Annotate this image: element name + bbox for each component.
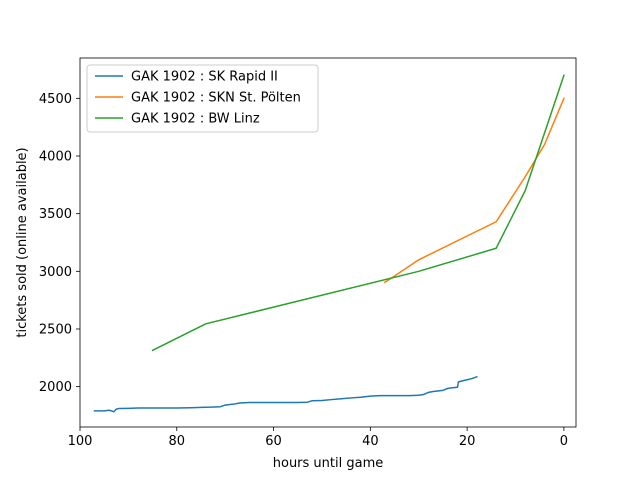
y-tick-label: 2000 bbox=[39, 380, 72, 395]
x-tick-label: 80 bbox=[169, 434, 186, 449]
x-axis-label: hours until game bbox=[273, 456, 384, 471]
series-line-2 bbox=[383, 97, 565, 284]
y-tick-label: 3500 bbox=[39, 207, 72, 222]
series-line-3 bbox=[151, 74, 565, 352]
series-line-1 bbox=[93, 375, 478, 413]
series-layer bbox=[93, 74, 565, 413]
plot-frame bbox=[79, 57, 577, 428]
y-tick-label: 3000 bbox=[39, 265, 72, 280]
x-tick-label: 100 bbox=[68, 434, 93, 449]
y-tick-label: 2500 bbox=[39, 322, 72, 337]
legend-label-3: GAK 1902 : BW Linz bbox=[131, 112, 260, 127]
y-axis-label: tickets sold (online available) bbox=[15, 147, 30, 337]
x-axis: 100 80 60 40 20 0 bbox=[68, 427, 568, 449]
legend-box bbox=[86, 64, 319, 133]
y-tick-label: 4000 bbox=[39, 150, 72, 165]
legend: GAK 1902 : SK Rapid II GAK 1902 : SKN St.… bbox=[86, 64, 319, 133]
y-tick-label: 4500 bbox=[39, 92, 72, 107]
legend-label-1: GAK 1902 : SK Rapid II bbox=[131, 70, 278, 85]
x-tick-label: 20 bbox=[459, 434, 476, 449]
x-tick-label: 0 bbox=[560, 434, 568, 449]
x-tick-label: 60 bbox=[265, 434, 282, 449]
x-tick-label: 40 bbox=[362, 434, 379, 449]
legend-label-2: GAK 1902 : SKN St. Pölten bbox=[131, 91, 301, 106]
y-axis: 2000 2500 3000 3500 4000 4500 bbox=[39, 92, 80, 395]
